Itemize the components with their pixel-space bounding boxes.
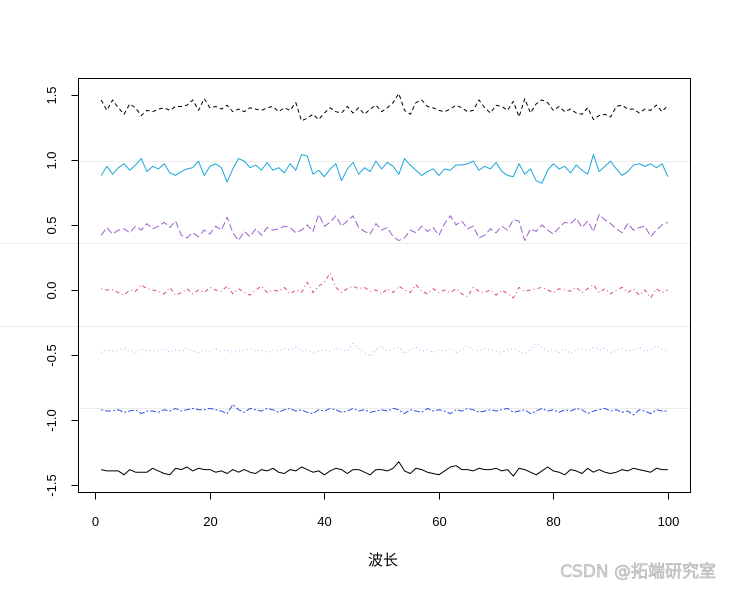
series-line-1: [100, 92, 669, 122]
watermark: CSDN @拓端研究室: [560, 562, 716, 582]
y-axis: -1.5 -1.0 -0.5 0.0 0.5 1.0 1.5: [44, 86, 79, 497]
x-axis-label: 波长: [368, 551, 398, 569]
x-tick-label: 100: [658, 514, 680, 529]
series-line-5: [100, 342, 669, 357]
y-tick-label: 0.5: [44, 216, 59, 234]
plot-box: [78, 78, 691, 493]
y-tick-label: 1.5: [44, 86, 59, 104]
series-layer: [100, 92, 669, 477]
x-tick-label: 0: [92, 514, 99, 529]
x-tick-label: 60: [432, 514, 446, 529]
series-line-2: [100, 154, 669, 184]
x-axis: 0 20 40 60 80 100: [92, 492, 680, 529]
series-line-6: [101, 404, 668, 416]
series-line-4: [101, 272, 669, 299]
y-tick-label: 0.0: [44, 281, 59, 299]
y-tick-label: -0.5: [44, 344, 59, 366]
x-tick-label: 20: [203, 514, 217, 529]
x-tick-label: 40: [317, 514, 331, 529]
x-tick-label: 80: [546, 514, 560, 529]
y-tick-label: 1.0: [44, 151, 59, 169]
y-tick-label: -1.0: [44, 409, 59, 431]
series-line-7: [101, 461, 668, 477]
faint-separator-lines: [0, 161, 690, 409]
series-line-3: [100, 214, 669, 242]
y-tick-label: -1.5: [44, 474, 59, 496]
